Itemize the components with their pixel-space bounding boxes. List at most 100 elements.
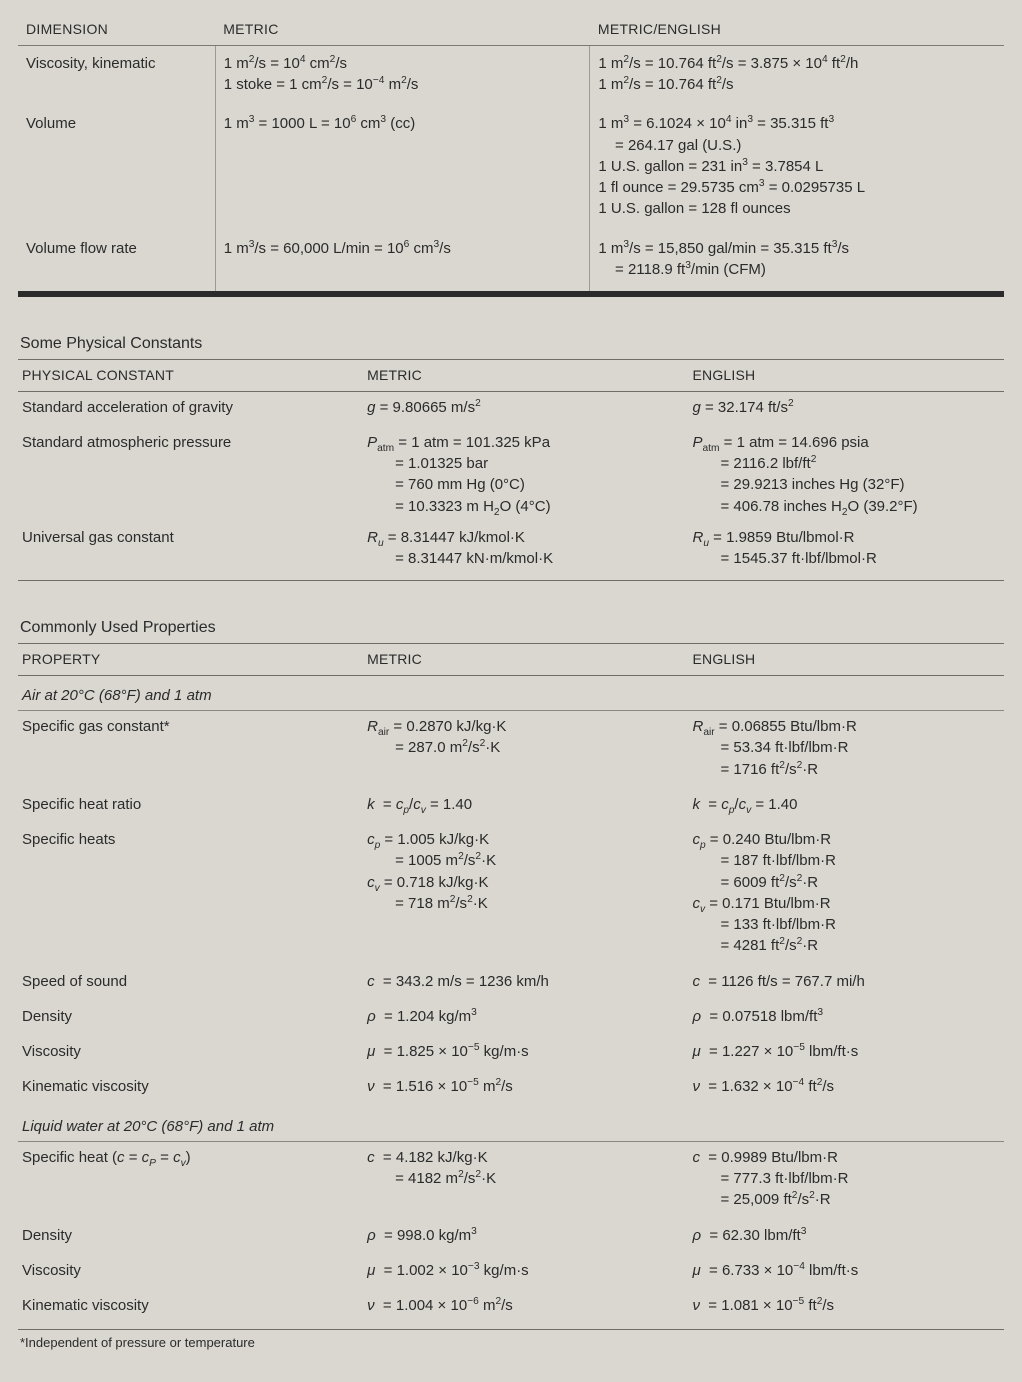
value-line: 1 m2/s = 10.764 ft2/s [598,75,996,96]
prop-metric: ν = 1.516 × 10−5 m2/s [363,1071,688,1106]
prop-name: Density [18,1220,363,1255]
const-name: Standard atmospheric pressure [18,427,363,526]
prop-row: Specific heat (c = cP = cv)c = 4.182 kJ/… [18,1141,1004,1219]
value-line: = 4281 ft2/s2·R [692,936,1000,957]
value-line: Rair = 0.06855 Btu/lbm·R [692,717,1000,738]
value-line: = 10.3323 m H2O (4°C) [367,497,684,518]
prop-group-heading: Air at 20°C (68°F) and 1 atm [18,675,1004,710]
value-line: ρ = 998.0 kg/m3 [367,1226,684,1247]
const-header-name: PHYSICAL CONSTANT [18,360,363,391]
prop-row: Kinematic viscosityν = 1.516 × 10−5 m2/s… [18,1071,1004,1106]
prop-row: Kinematic viscosityν = 1.004 × 10−6 m2/s… [18,1290,1004,1325]
prop-name: Kinematic viscosity [18,1290,363,1325]
prop-english: k = cp/cv = 1.40 [688,789,1004,824]
conv-metric: 1 m3/s = 60,000 L/min = 106 cm3/s [215,231,590,292]
value-line: = 29.9213 inches Hg (32°F) [692,475,1000,496]
value-line: ν = 1.516 × 10−5 m2/s [367,1077,684,1098]
prop-metric: Rair = 0.2870 kJ/kg·K= 287.0 m2/s2·K [363,711,688,789]
value-line: 1 m2/s = 10.764 ft2/s = 3.875 × 104 ft2/… [598,54,996,75]
value-line: = 1545.37 ft·lbf/lbmol·R [692,549,1000,570]
value-line: 1 m3/s = 60,000 L/min = 106 cm3/s [224,239,582,260]
const-english: g = 32.174 ft/s2 [688,391,1004,427]
value-line: = 287.0 m2/s2·K [367,738,684,759]
const-name: Standard acceleration of gravity [18,391,363,427]
conv-row: Volume flow rate 1 m3/s = 60,000 L/min = … [18,231,1004,292]
value-line: g = 9.80665 m/s2 [367,398,684,419]
value-line: = 187 ft·lbf/lbm·R [692,851,1000,872]
conv-row: Volume1 m3 = 1000 L = 106 cm3 (cc)1 m3 =… [18,106,1004,230]
prop-metric: ρ = 1.204 kg/m3 [363,1001,688,1036]
value-line: μ = 1.002 × 10−3 kg/m·s [367,1261,684,1282]
prop-metric: k = cp/cv = 1.40 [363,789,688,824]
prop-metric: cp = 1.005 kJ/kg·K= 1005 m2/s2·Kcv = 0.7… [363,824,688,966]
prop-row: Specific heat ratiok = cp/cv = 1.40k = c… [18,789,1004,824]
value-line: 1 m3 = 1000 L = 106 cm3 (cc) [224,114,582,135]
prop-metric: μ = 1.825 × 10−5 kg/m·s [363,1036,688,1071]
value-line: = 1005 m2/s2·K [367,851,684,872]
prop-header-metric: METRIC [363,644,688,675]
value-line: = 2116.2 lbf/ft2 [692,454,1000,475]
conv-row: Viscosity, kinematic1 m2/s = 104 cm2/s1 … [18,45,1004,106]
value-line: = 760 mm Hg (0°C) [367,475,684,496]
value-line: = 6009 ft2/s2·R [692,873,1000,894]
value-line: Patm = 1 atm = 101.325 kPa [367,433,684,454]
conversions-table: DIMENSION METRIC METRIC/ENGLISH Viscosit… [18,14,1004,291]
value-line: = 718 m2/s2·K [367,894,684,915]
value-line: Patm = 1 atm = 14.696 psia [692,433,1000,454]
conv-header-metric: METRIC [215,14,590,45]
value-line: c = 1126 ft/s = 767.7 mi/h [692,972,1000,993]
value-line: k = cp/cv = 1.40 [692,795,1000,816]
value-line: = 4182 m2/s2·K [367,1169,684,1190]
prop-english: c = 1126 ft/s = 767.7 mi/h [688,966,1004,1001]
prop-metric: ρ = 998.0 kg/m3 [363,1220,688,1255]
prop-metric: μ = 1.002 × 10−3 kg/m·s [363,1255,688,1290]
value-line: = 8.31447 kN·m/kmol·K [367,549,684,570]
prop-english: ν = 1.632 × 10−4 ft2/s [688,1071,1004,1106]
conv-metric-english: 1 m3/s = 15,850 gal/min = 35.315 ft3/s =… [590,231,1004,292]
conv-header-me: METRIC/ENGLISH [590,14,1004,45]
value-line: ν = 1.632 × 10−4 ft2/s [692,1077,1000,1098]
value-line: cp = 1.005 kJ/kg·K [367,830,684,851]
value-line: = 1716 ft2/s2·R [692,760,1000,781]
conv-dimension: Viscosity, kinematic [18,45,215,106]
value-line: ρ = 62.30 lbm/ft3 [692,1226,1000,1247]
prop-row: Viscosityμ = 1.825 × 10−5 kg/m·sμ = 1.22… [18,1036,1004,1071]
prop-row: Densityρ = 998.0 kg/m3 ρ = 62.30 lbm/ft3 [18,1220,1004,1255]
properties-section: Commonly Used Properties PROPERTY METRIC… [18,617,1004,1352]
value-line: 1 fl ounce = 29.5735 cm3 = 0.0295735 L [598,178,996,199]
value-line: μ = 1.227 × 10−5 lbm/ft·s [692,1042,1000,1063]
prop-english: μ = 6.733 × 10−4 lbm/ft·s [688,1255,1004,1290]
const-english: Patm = 1 atm = 14.696 psia= 2116.2 lbf/f… [688,427,1004,526]
value-line: 1 stoke = 1 cm2/s = 10−4 m2/s [224,75,582,96]
prop-row: Speed of soundc = 343.2 m/s = 1236 km/hc… [18,966,1004,1001]
value-line: = 25,009 ft2/s2·R [692,1190,1000,1211]
value-line: = 777.3 ft·lbf/lbm·R [692,1169,1000,1190]
value-line: cv = 0.171 Btu/lbm·R [692,894,1000,915]
const-name: Universal gas constant [18,526,363,581]
value-line: g = 32.174 ft/s2 [692,398,1000,419]
conv-metric: 1 m3 = 1000 L = 106 cm3 (cc) [215,106,590,230]
prop-row: Densityρ = 1.204 kg/m3ρ = 0.07518 lbm/ft… [18,1001,1004,1036]
prop-name: Specific heat (c = cP = cv) [18,1141,363,1219]
prop-english: Rair = 0.06855 Btu/lbm·R= 53.34 ft·lbf/l… [688,711,1004,789]
value-line: μ = 6.733 × 10−4 lbm/ft·s [692,1261,1000,1282]
value-line: Ru = 1.9859 Btu/lbmol·R [692,528,1000,549]
conv-dimension: Volume flow rate [18,231,215,292]
prop-name: Viscosity [18,1036,363,1071]
prop-name: Viscosity [18,1255,363,1290]
value-line: ρ = 1.204 kg/m3 [367,1007,684,1028]
const-row: Universal gas constantRu = 8.31447 kJ/km… [18,526,1004,581]
value-line: Rair = 0.2870 kJ/kg·K [367,717,684,738]
value-line: = 264.17 gal (U.S.) [598,136,996,157]
value-line: ν = 1.081 × 10−5 ft2/s [692,1296,1000,1317]
prop-name: Density [18,1001,363,1036]
const-metric: g = 9.80665 m/s2 [363,391,688,427]
prop-row: Specific heatscp = 1.005 kJ/kg·K= 1005 m… [18,824,1004,966]
prop-name: Kinematic viscosity [18,1071,363,1106]
prop-name: Speed of sound [18,966,363,1001]
conv-metric-english: 1 m2/s = 10.764 ft2/s = 3.875 × 104 ft2/… [590,45,1004,106]
const-metric: Patm = 1 atm = 101.325 kPa= 1.01325 bar=… [363,427,688,526]
value-line: Ru = 8.31447 kJ/kmol·K [367,528,684,549]
prop-english: cp = 0.240 Btu/lbm·R= 187 ft·lbf/lbm·R= … [688,824,1004,966]
properties-table: PROPERTY METRIC ENGLISH Air at 20°C (68°… [18,644,1004,1325]
